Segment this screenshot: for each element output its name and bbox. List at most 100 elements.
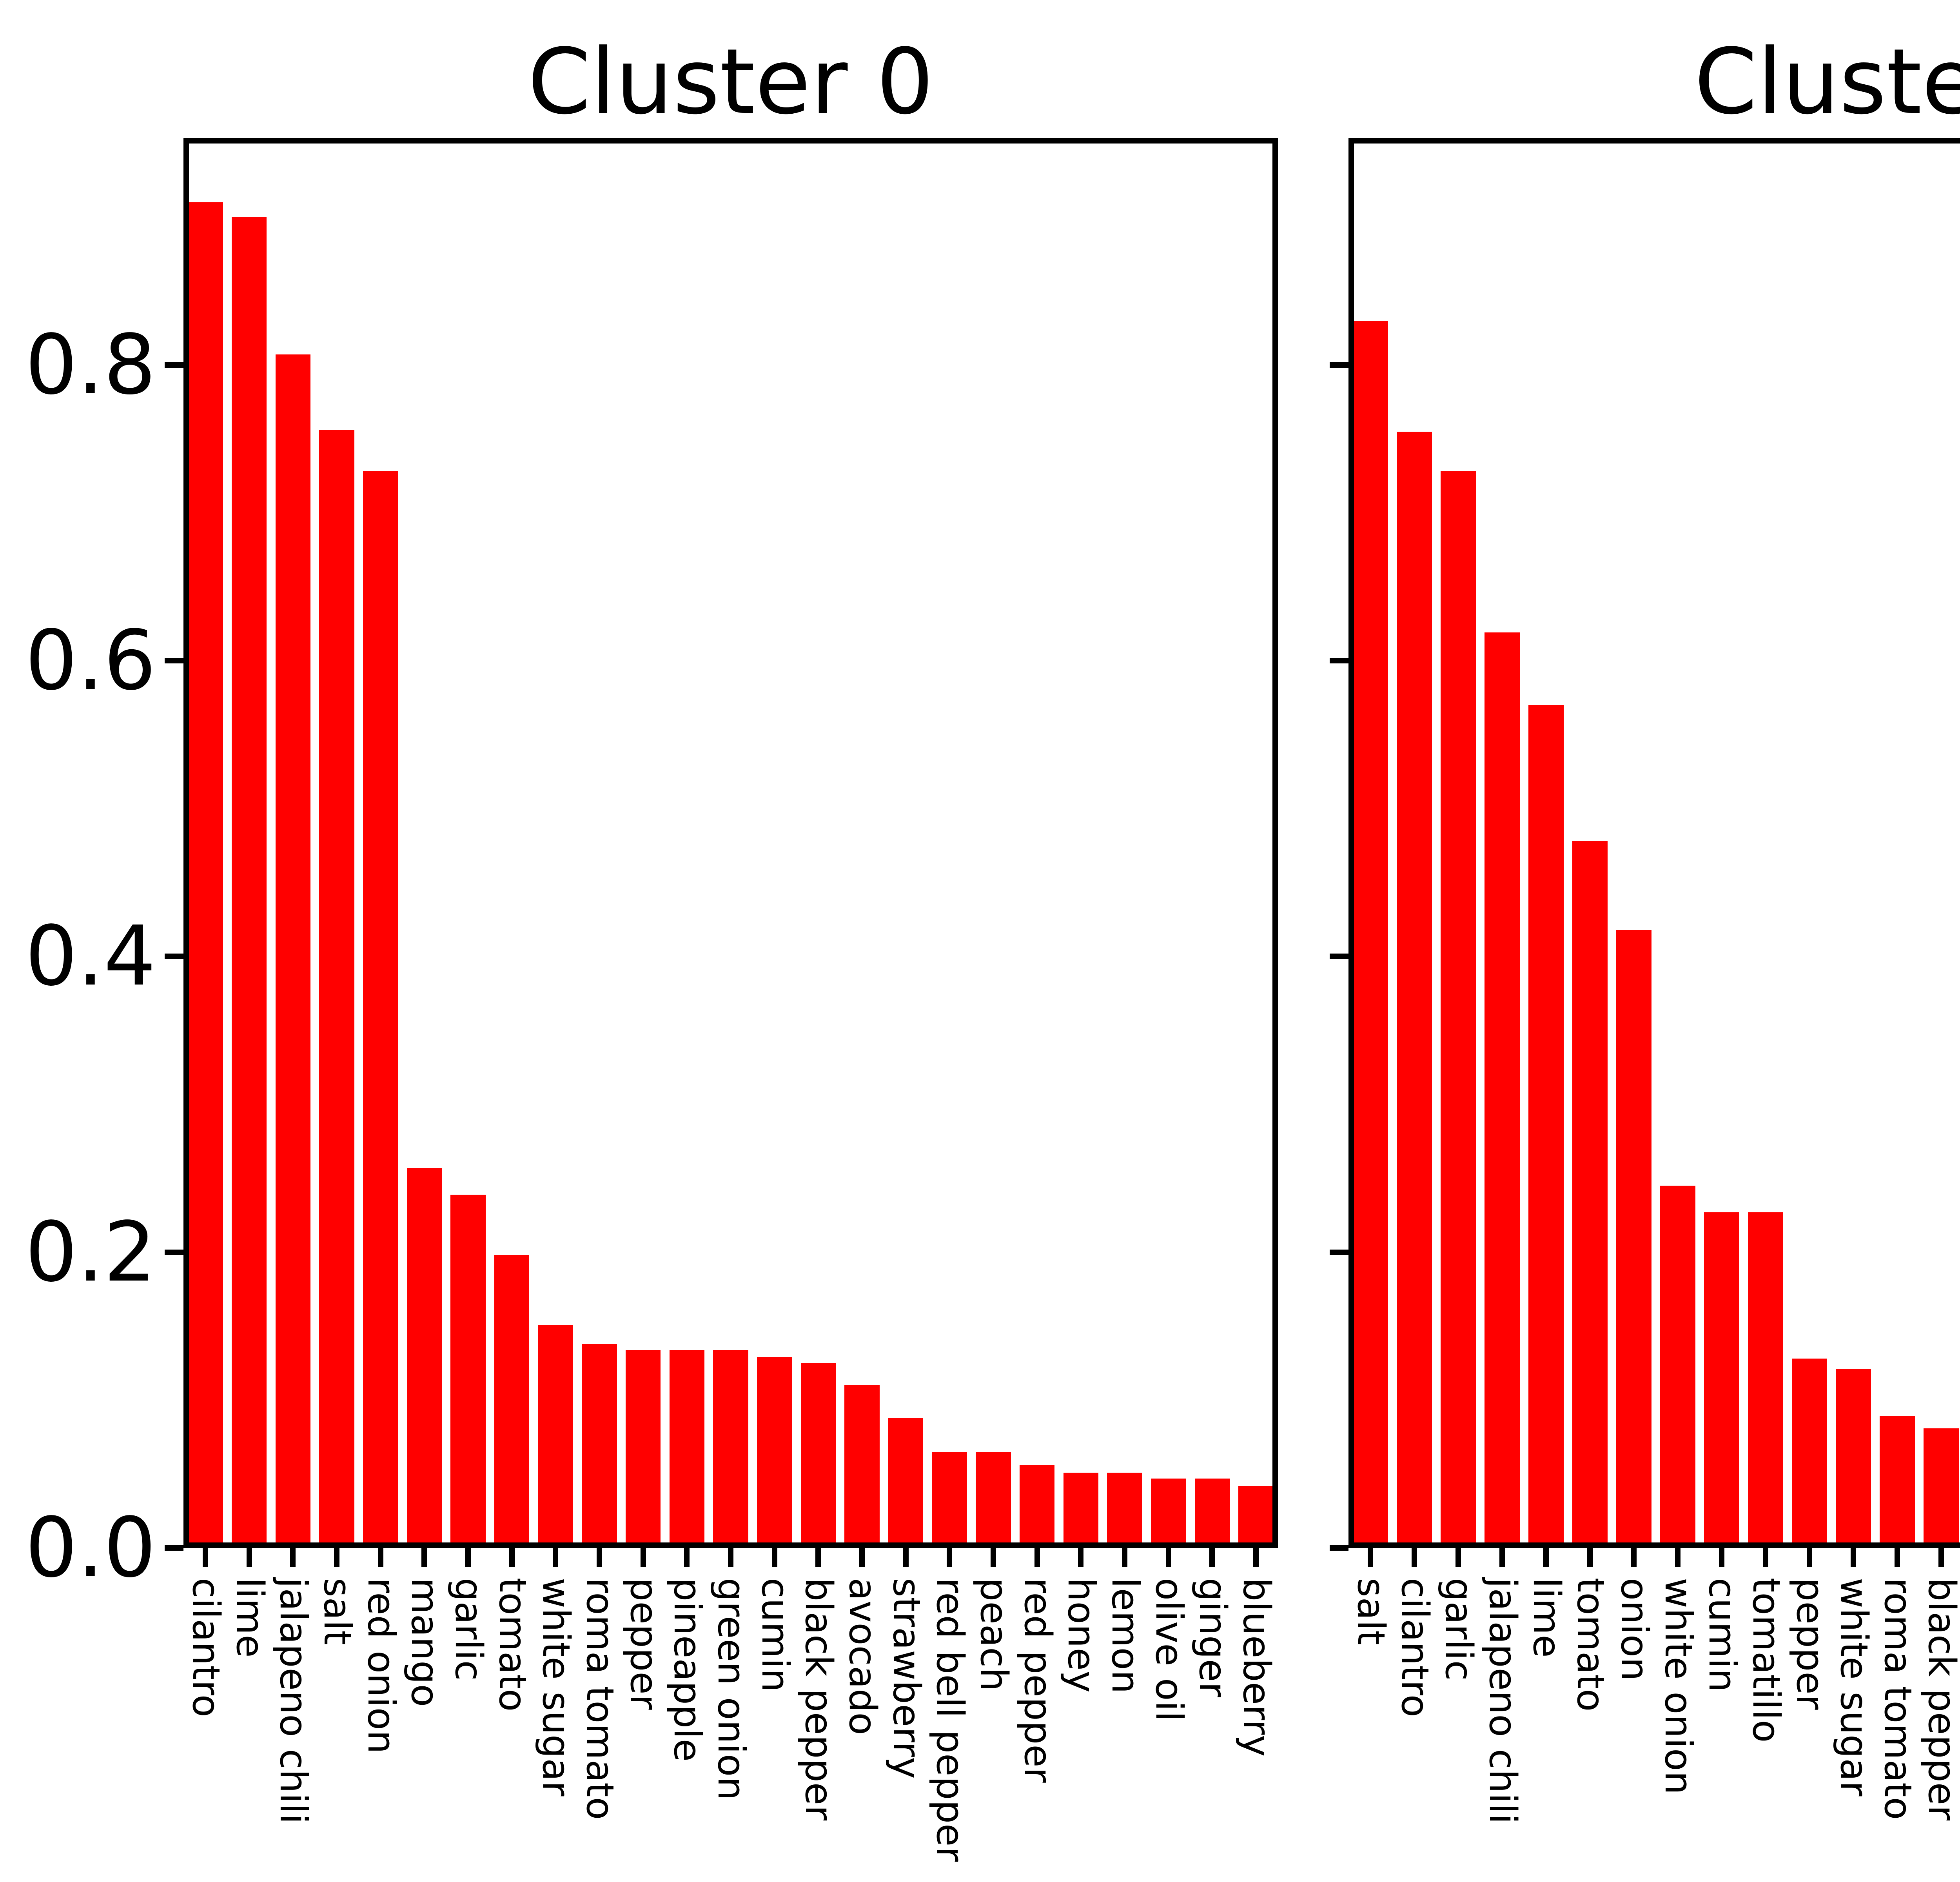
x-tick [1631, 1548, 1637, 1567]
x-tick-label: lime [228, 1578, 271, 1658]
cluster-0-title: Cluster 0 [528, 30, 934, 134]
bar-red-onion [363, 471, 398, 1548]
x-tick [202, 1548, 208, 1567]
x-tick [1165, 1548, 1171, 1567]
bar-olive-oil [1151, 1478, 1186, 1548]
y-tick [165, 362, 183, 368]
bar-garlic [1441, 471, 1476, 1548]
bar-pepper [625, 1350, 661, 1548]
bar-white-sugar [1836, 1369, 1871, 1548]
x-tick-label: strawberry [884, 1578, 928, 1779]
x-tick [1675, 1548, 1681, 1567]
x-tick-label: honey [1060, 1578, 1103, 1693]
x-tick-label: garlic [1437, 1578, 1480, 1681]
y-tick-label: 0.2 [25, 1204, 156, 1300]
x-tick-label: lemon [1103, 1578, 1147, 1694]
bar-peach [976, 1451, 1011, 1548]
bar-pepper [1792, 1359, 1827, 1548]
x-tick-label: white sugar [1832, 1578, 1875, 1797]
x-tick [377, 1548, 383, 1567]
bar-lime [231, 217, 267, 1548]
bar-jalapeno-chili [1485, 632, 1520, 1548]
x-tick-label: pepper [1788, 1578, 1831, 1710]
x-tick-label: salt [315, 1578, 359, 1645]
bar-garlic [450, 1194, 486, 1548]
x-tick-label: red pepper [1016, 1578, 1059, 1783]
x-tick-label: cumin [1700, 1578, 1744, 1692]
x-tick-label: pepper [622, 1578, 665, 1710]
bar-pineapple [669, 1350, 704, 1548]
bar-cumin [1704, 1212, 1739, 1548]
x-tick [1209, 1548, 1215, 1567]
x-tick [1078, 1548, 1084, 1567]
x-tick-label: black pepper [797, 1578, 840, 1821]
y-tick-label: 0.8 [25, 316, 156, 413]
x-tick-label: jalapeno chili [1481, 1578, 1524, 1824]
bar-honey [1063, 1472, 1099, 1548]
x-tick-label: pineapple [666, 1578, 709, 1762]
x-tick-label: roma tomato [1876, 1578, 1919, 1820]
y-tick-label: 0.4 [25, 908, 156, 1005]
x-tick [771, 1548, 777, 1567]
x-tick [334, 1548, 339, 1567]
x-tick [1763, 1548, 1768, 1567]
y-tick [1330, 1249, 1348, 1255]
bar-lime [1528, 705, 1564, 1548]
x-tick [1253, 1548, 1259, 1567]
bar-onion [1616, 930, 1651, 1548]
bar-tomato [1572, 841, 1608, 1548]
y-tick [1330, 954, 1348, 959]
x-tick [1455, 1548, 1461, 1567]
x-tick [1895, 1548, 1900, 1567]
bar-lemon [1107, 1472, 1142, 1548]
bar-ginger [1194, 1478, 1230, 1548]
y-tick [1330, 362, 1348, 368]
y-axis-spine [183, 138, 189, 1548]
x-tick-label: ginger [1191, 1578, 1234, 1697]
bar-salt [319, 430, 354, 1548]
right-spine [1272, 138, 1278, 1548]
x-tick-label: onion [1613, 1578, 1656, 1681]
y-tick [165, 1545, 183, 1551]
x-tick-label: mango [403, 1578, 446, 1707]
x-tick-label: cilantro [1393, 1578, 1436, 1717]
bar-green-onion [713, 1350, 748, 1548]
x-tick-label: green onion [710, 1578, 753, 1800]
x-tick [1034, 1548, 1040, 1567]
bar-avocado [844, 1385, 880, 1548]
x-tick [1851, 1548, 1856, 1567]
x-axis-spine [183, 1542, 1278, 1548]
x-axis-spine [1348, 1542, 1960, 1548]
x-tick [421, 1548, 427, 1567]
x-tick [684, 1548, 690, 1567]
x-tick-label: red bell pepper [928, 1578, 972, 1862]
x-tick [1368, 1548, 1373, 1567]
x-tick-label: peach [972, 1578, 1016, 1691]
x-tick-label: tomato [490, 1578, 534, 1712]
bar-jalapeno-chili [275, 354, 310, 1548]
x-tick [465, 1548, 471, 1567]
cluster-1-title: Cluster 1 [1694, 30, 1960, 134]
bar-salt [1353, 320, 1388, 1548]
x-tick-label: roma tomato [578, 1578, 621, 1820]
y-axis-spine [1348, 138, 1354, 1548]
x-tick [640, 1548, 646, 1567]
x-tick [903, 1548, 909, 1567]
x-tick-label: cumin [753, 1578, 797, 1692]
x-tick [728, 1548, 733, 1567]
x-tick-label: lime [1525, 1578, 1568, 1658]
x-tick [815, 1548, 821, 1567]
y-tick [165, 658, 183, 664]
x-tick-label: salt [1349, 1578, 1392, 1645]
x-tick-label: black pepper [1920, 1578, 1960, 1821]
y-tick [1330, 658, 1348, 664]
x-tick-label: white onion [1657, 1578, 1700, 1795]
bar-tomato [494, 1255, 530, 1548]
x-tick-label: cilantro [184, 1578, 227, 1717]
bar-roma-tomato [1880, 1416, 1915, 1548]
x-tick [1587, 1548, 1593, 1567]
y-tick [165, 1249, 183, 1255]
x-tick-label: red onion [359, 1578, 403, 1754]
x-tick-label: avocado [841, 1578, 884, 1735]
